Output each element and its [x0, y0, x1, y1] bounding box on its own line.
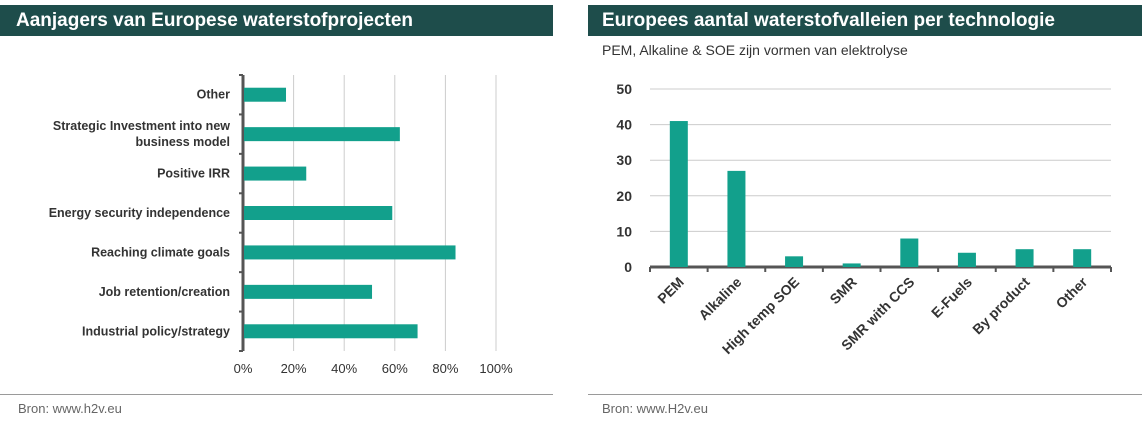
- right-chart-title: Europees aantal waterstofvalleien per te…: [588, 5, 1142, 36]
- category-label: Strategic Investment into new business mo…: [53, 119, 230, 149]
- right-chart-panel: Europees aantal waterstofvalleien per te…: [588, 5, 1142, 422]
- left-divider: [0, 394, 553, 395]
- left-source: Bron: www.h2v.eu: [18, 401, 122, 416]
- bar: [244, 324, 418, 339]
- bar: [244, 127, 400, 142]
- bar: [842, 263, 861, 267]
- horizontal-bar-chart: 0% 20% 40% 60% 80% 100% Other Strategic Investm…: [49, 74, 513, 376]
- x-tick-label: 100%: [479, 361, 513, 376]
- category-label: Energy security independence: [49, 206, 230, 220]
- bar: [900, 238, 919, 267]
- x-tick-label: 60%: [382, 361, 408, 376]
- bar: [785, 256, 804, 267]
- bar: [1073, 249, 1092, 267]
- y-tick-label: 40: [616, 117, 632, 133]
- category-label: Industrial policy/strategy: [82, 324, 230, 338]
- category-label: Job retention/creation: [99, 285, 230, 299]
- category-label: Reaching climate goals: [91, 245, 230, 259]
- bar: [244, 166, 307, 181]
- y-tick-label: 50: [616, 81, 632, 97]
- y-tick-label: 10: [616, 223, 632, 239]
- bar: [957, 252, 976, 267]
- y-tick-label: 0: [624, 259, 632, 275]
- left-chart-panel: Aanjagers van Europese waterstofprojecte…: [0, 5, 553, 422]
- x-category-label: E-Fuels: [928, 274, 975, 321]
- bar: [669, 121, 688, 267]
- right-source: Bron: www.H2v.eu: [602, 401, 708, 416]
- category-label: Other: [197, 88, 230, 102]
- left-chart-title: Aanjagers van Europese waterstofprojecte…: [0, 5, 553, 36]
- x-category-label: Alkaline: [695, 274, 744, 323]
- x-category-label: By product: [969, 274, 1033, 338]
- right-chart-subtitle: PEM, Alkaline & SOE zijn vormen van elek…: [602, 42, 908, 58]
- bar: [244, 87, 287, 102]
- right-divider: [588, 394, 1142, 395]
- bar: [244, 245, 456, 260]
- category-label: Positive IRR: [157, 167, 230, 181]
- x-tick-label: 0%: [234, 361, 253, 376]
- bar: [244, 284, 373, 299]
- x-category-label: PEM: [654, 274, 687, 307]
- bar: [244, 206, 393, 220]
- x-category-label: Other: [1053, 273, 1091, 311]
- bar: [1015, 249, 1034, 267]
- bar: [727, 170, 746, 267]
- y-tick-label: 30: [616, 152, 632, 168]
- x-tick-label: 80%: [432, 361, 458, 376]
- x-category-label: SMR: [826, 274, 859, 307]
- x-tick-label: 20%: [281, 361, 307, 376]
- x-tick-label: 40%: [331, 361, 357, 376]
- y-tick-label: 20: [616, 188, 632, 204]
